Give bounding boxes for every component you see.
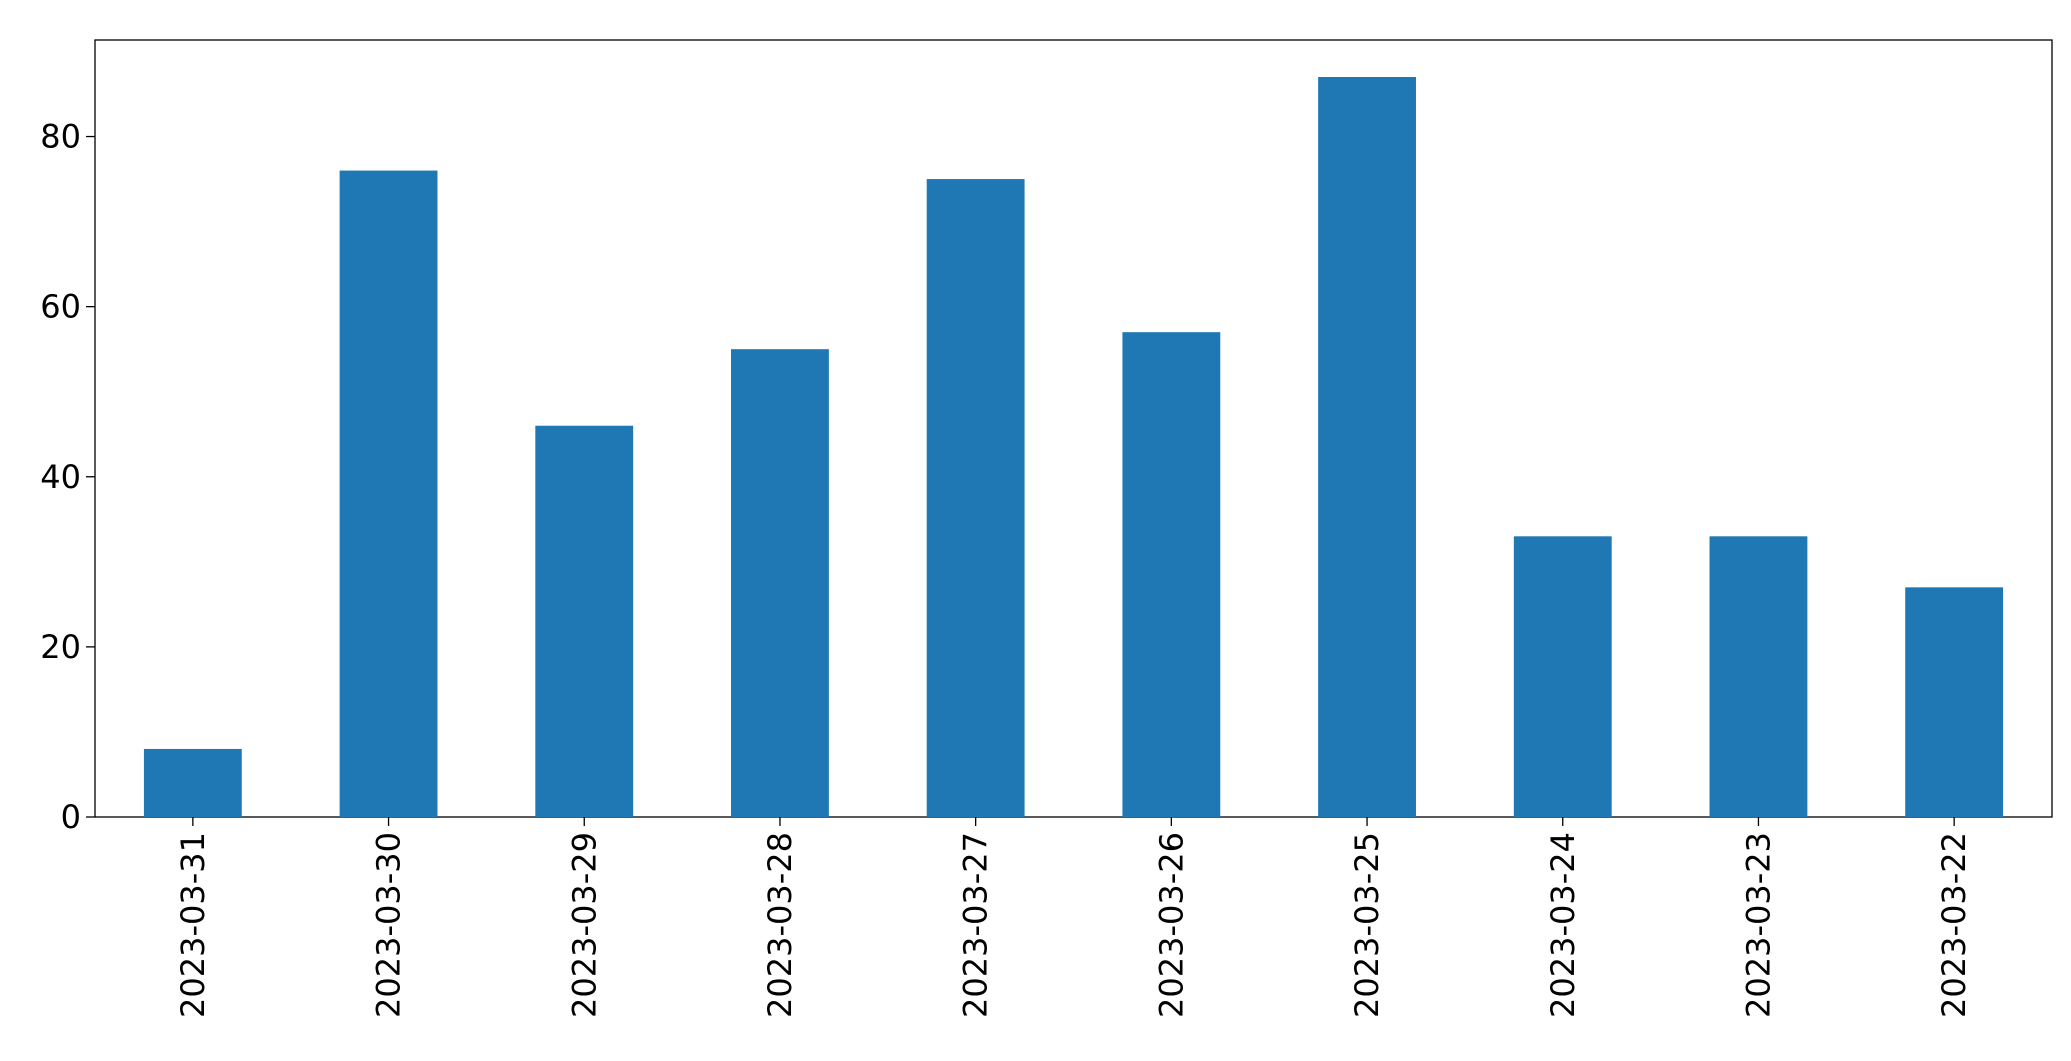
x-tick-label: 2023-03-24 (1544, 832, 1582, 1018)
bar (535, 425, 634, 817)
y-tick-label: 40 (40, 458, 81, 496)
x-tick-label: 2023-03-30 (370, 832, 408, 1018)
x-tick-label: 2023-03-27 (957, 832, 995, 1018)
x-tick-label: 2023-03-31 (174, 832, 212, 1018)
plot-frame (94, 39, 2053, 818)
y-tick-label: 60 (40, 288, 81, 326)
x-tick-label: 2023-03-28 (761, 832, 799, 1018)
bar (1709, 536, 1808, 817)
x-tick-label: 2023-03-29 (565, 832, 603, 1018)
bar (926, 179, 1025, 817)
bar (731, 349, 829, 817)
bar (1905, 587, 2004, 817)
x-tick-label: 2023-03-26 (1152, 832, 1190, 1018)
bar (1318, 77, 1416, 817)
bar (1122, 332, 1221, 817)
bar (339, 170, 438, 817)
y-tick-label: 20 (40, 628, 81, 666)
bar (1513, 536, 1612, 817)
y-tick-label: 80 (40, 118, 81, 156)
x-tick-label: 2023-03-23 (1739, 832, 1777, 1018)
x-tick-label: 2023-03-22 (1935, 832, 1973, 1018)
x-tick-label: 2023-03-25 (1348, 832, 1386, 1018)
bar (143, 748, 242, 817)
y-tick-label: 0 (61, 798, 81, 836)
